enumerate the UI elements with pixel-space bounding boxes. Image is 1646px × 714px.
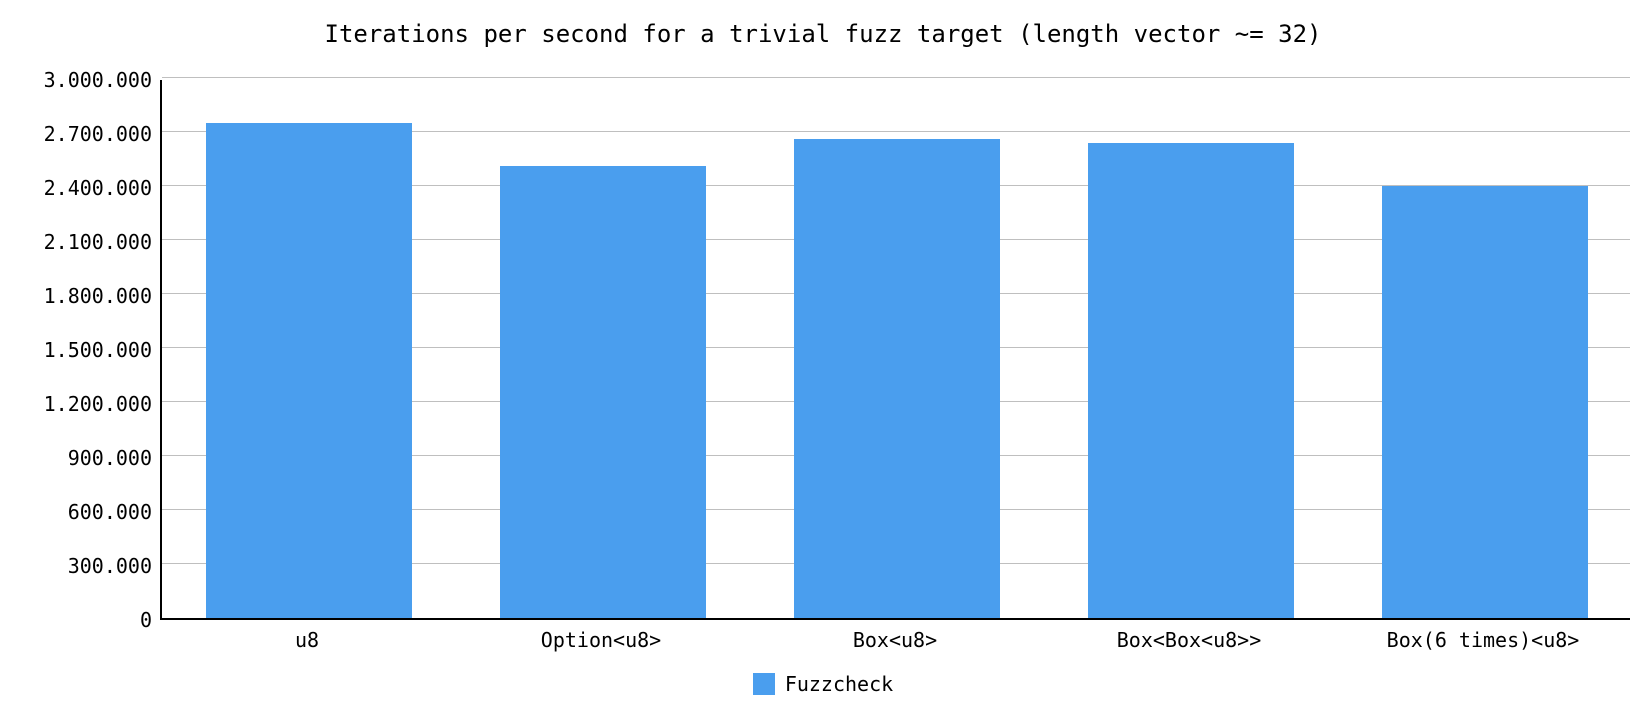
y-tick-label: 900.000 — [68, 446, 152, 470]
bar — [1088, 143, 1294, 618]
legend-label: Fuzzcheck — [785, 672, 893, 696]
x-tick-label: u8 — [295, 628, 319, 652]
bar — [206, 123, 412, 618]
bar — [1382, 186, 1588, 618]
plot-area — [160, 80, 1630, 620]
legend-swatch — [753, 673, 775, 695]
y-tick-label: 1.500.000 — [44, 338, 152, 362]
y-tick-label: 600.000 — [68, 500, 152, 524]
y-tick-label: 3.000.000 — [44, 68, 152, 92]
legend: Fuzzcheck — [0, 672, 1646, 696]
chart-container: Iterations per second for a trivial fuzz… — [0, 0, 1646, 714]
y-tick-label: 2.400.000 — [44, 176, 152, 200]
x-tick-label: Box<Box<u8>> — [1117, 628, 1262, 652]
y-tick-label: 300.000 — [68, 554, 152, 578]
x-tick-label: Box(6 times)<u8> — [1387, 628, 1580, 652]
y-tick-label: 1.200.000 — [44, 392, 152, 416]
bar — [500, 166, 706, 618]
y-tick-label: 2.700.000 — [44, 122, 152, 146]
x-tick-label: Box<u8> — [853, 628, 937, 652]
x-tick-label: Option<u8> — [541, 628, 661, 652]
chart-title: Iterations per second for a trivial fuzz… — [0, 20, 1646, 48]
y-tick-label: 0 — [140, 608, 152, 632]
y-tick-label: 2.100.000 — [44, 230, 152, 254]
y-tick-label: 1.800.000 — [44, 284, 152, 308]
bar — [794, 139, 1000, 618]
gridline — [162, 77, 1630, 78]
